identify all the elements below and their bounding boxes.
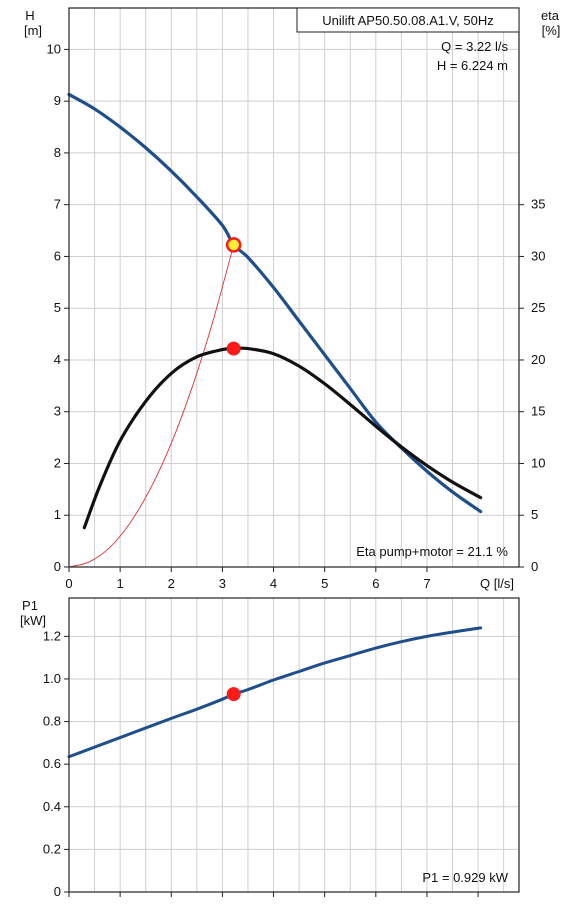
top-right-tick-label: 15: [531, 404, 545, 419]
head-curve: [67, 92, 483, 514]
bottom-left-tick-label: 1.0: [43, 671, 61, 686]
bottom-series: [67, 626, 483, 759]
top-ticks: 0 1 2 3 4 5 6 7 8 9 10 0 5 10 15 20 25 30 35 0 1 2 3 4 5 6 7: [47, 41, 546, 591]
bottom-ylabel-line1: P1: [22, 598, 38, 613]
bottom-grid: [69, 598, 519, 892]
top-right-tick-label: 0: [531, 559, 538, 574]
bottom-left-tick-label: 0.2: [43, 841, 61, 856]
power-chart: 0 0.2 0.4 0.6 0.8 1.0 1.2 P1 [kW] P1 = 0.929 k…: [20, 597, 520, 899]
top-x-tick-label: 4: [270, 576, 277, 591]
top-series: [67, 92, 483, 568]
top-left-tick-label: 5: [54, 300, 61, 315]
q-readout: Q = 3.22 l/s: [441, 39, 508, 54]
chart-title: Unilift AP50.50.08.A1.V, 50Hz: [322, 13, 494, 28]
top-x-tick-label: 0: [65, 576, 72, 591]
top-x-tick-label: 2: [168, 576, 175, 591]
top-left-tick-label: 0: [54, 559, 61, 574]
top-x-tick-label: 7: [423, 576, 430, 591]
top-left-tick-label: 4: [54, 352, 61, 367]
top-right-tick-label: 30: [531, 248, 545, 263]
head-eta-chart: 0 1 2 3 4 5 6 7 8 9 10 0 5 10 15 20 25 30 35 0 1 2 3 4 5 6 7 H [m]…: [24, 7, 561, 591]
bottom-plot-frame: [68, 597, 520, 893]
top-ylabel-left-line1: H: [25, 8, 34, 23]
top-left-tick-label: 1: [54, 507, 61, 522]
top-grid: [69, 8, 519, 567]
top-x-tick-label: 5: [321, 576, 328, 591]
top-xlabel: Q [l/s]: [480, 576, 514, 591]
power-point-marker: [226, 687, 241, 702]
eta-point-marker: [226, 341, 241, 356]
power-curve: [67, 626, 483, 759]
p1-readout: P1 = 0.929 kW: [422, 870, 508, 885]
top-right-tick-label: 20: [531, 352, 545, 367]
h-readout: H = 6.224 m: [437, 58, 508, 73]
title-box: [296, 7, 520, 33]
top-left-tick-label: 10: [47, 41, 61, 56]
top-right-tick-label: 35: [531, 197, 545, 212]
duty-point-marker: [225, 237, 242, 253]
bottom-ylabel-line2: [kW]: [20, 613, 46, 628]
bottom-ticks: 0 0.2 0.4 0.6 0.8 1.0 1.2: [43, 628, 479, 899]
bottom-left-tick-label: 0: [54, 884, 61, 899]
top-x-tick-label: 6: [372, 576, 379, 591]
system-curve: [68, 244, 235, 568]
top-x-tick-label: 3: [219, 576, 226, 591]
top-ylabel-left-line2: [m]: [24, 23, 42, 38]
top-left-tick-label: 9: [54, 93, 61, 108]
top-left-tick-label: 7: [54, 197, 61, 212]
top-plot-frame: [68, 7, 520, 568]
bottom-left-tick-label: 1.2: [43, 628, 61, 643]
top-x-tick-label: 1: [117, 576, 124, 591]
top-ylabel-right-line2: [%]: [542, 23, 561, 38]
bottom-left-tick-label: 0.8: [43, 714, 61, 729]
top-ylabel-right-line1: eta: [541, 8, 560, 23]
eta-curve: [82, 346, 483, 530]
top-left-tick-label: 8: [54, 145, 61, 160]
top-right-tick-label: 10: [531, 455, 545, 470]
top-left-tick-label: 6: [54, 248, 61, 263]
top-right-tick-label: 25: [531, 300, 545, 315]
eta-readout: Eta pump+motor = 21.1 %: [356, 544, 508, 559]
bottom-left-tick-label: 0.6: [43, 756, 61, 771]
top-left-tick-label: 2: [54, 455, 61, 470]
top-left-tick-label: 3: [54, 404, 61, 419]
top-right-tick-label: 5: [531, 507, 538, 522]
bottom-left-tick-label: 0.4: [43, 799, 61, 814]
